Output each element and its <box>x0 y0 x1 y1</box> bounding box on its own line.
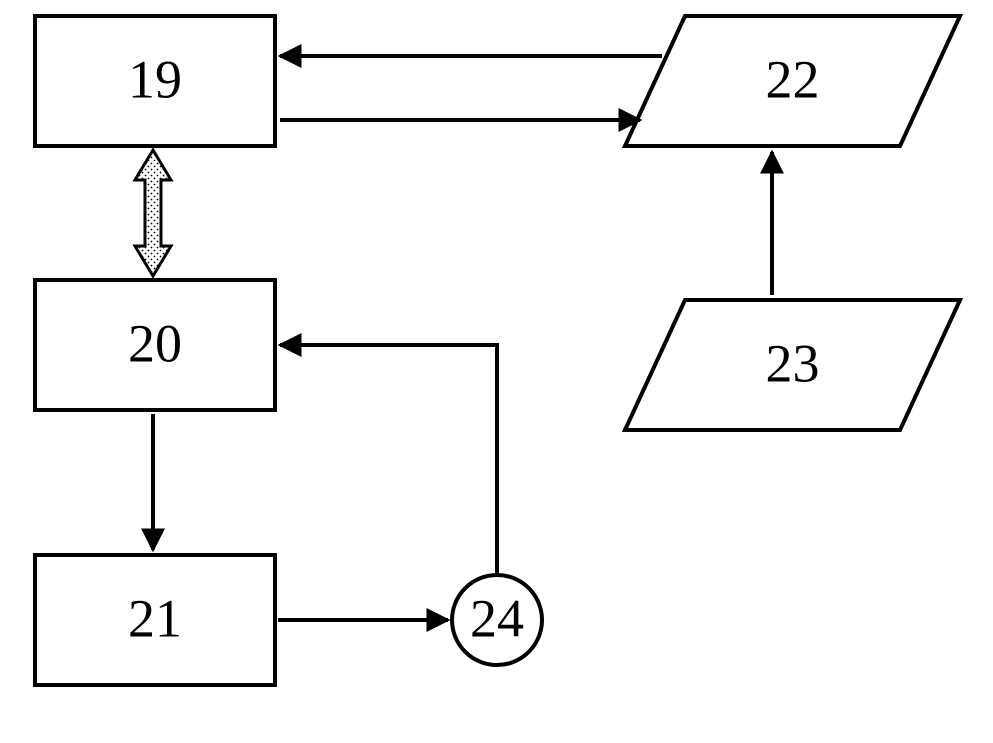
node-label-n20: 20 <box>128 313 182 373</box>
node-label-n23: 23 <box>766 333 820 393</box>
node-label-n19: 19 <box>128 49 182 109</box>
node-label-n21: 21 <box>128 588 182 648</box>
node-label-n24: 24 <box>470 588 524 648</box>
node-label-n22: 22 <box>766 49 820 109</box>
